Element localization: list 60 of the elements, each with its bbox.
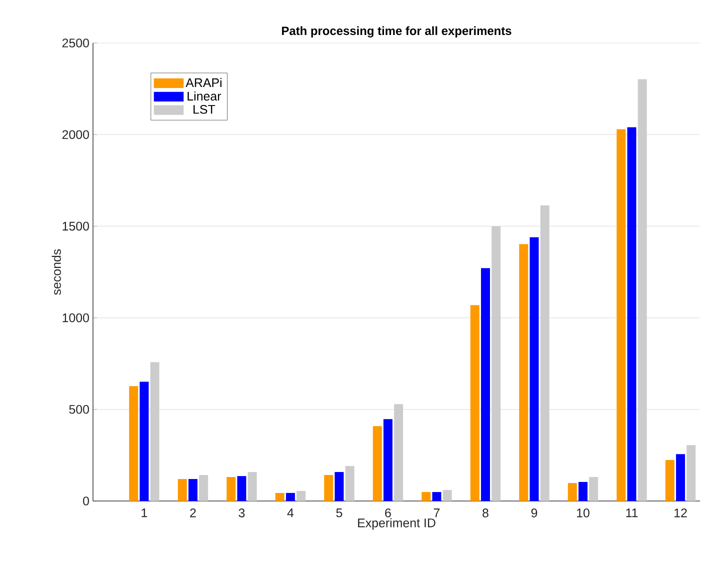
bar bbox=[140, 382, 149, 501]
bar bbox=[432, 492, 442, 501]
bar bbox=[394, 404, 404, 501]
x-tick-label: 11 bbox=[626, 508, 638, 518]
x-tick-label: 4 bbox=[287, 508, 294, 518]
bar bbox=[286, 492, 295, 501]
y-tick-label: 0 bbox=[83, 496, 89, 506]
bar bbox=[568, 483, 577, 501]
x-tick-label: 12 bbox=[674, 508, 687, 518]
x-tick-label: 7 bbox=[434, 508, 440, 518]
legend-label: Linear bbox=[188, 91, 222, 101]
bar bbox=[129, 386, 138, 501]
y-tick-label: 500 bbox=[69, 404, 89, 414]
x-tick-label: 9 bbox=[531, 508, 538, 518]
y-tick-label: 2500 bbox=[62, 38, 89, 48]
bar bbox=[296, 490, 306, 501]
y-tick-label: 2000 bbox=[62, 130, 89, 140]
bar bbox=[578, 482, 588, 501]
x-tick-label: 6 bbox=[385, 508, 391, 518]
bar bbox=[199, 474, 208, 501]
x-tick-label: 8 bbox=[482, 508, 488, 518]
bar bbox=[188, 479, 198, 501]
bar bbox=[442, 490, 452, 501]
bar bbox=[150, 362, 160, 501]
x-tick-label: 5 bbox=[336, 508, 342, 518]
bar bbox=[665, 460, 674, 501]
bar bbox=[627, 127, 636, 501]
x-axis-title: Experiment ID bbox=[358, 518, 436, 530]
y-tick-label: 1000 bbox=[62, 313, 89, 322]
bar bbox=[686, 445, 696, 501]
x-tick-label: 2 bbox=[190, 508, 196, 518]
bar bbox=[372, 426, 382, 501]
y-axis-title: seconds bbox=[52, 249, 61, 295]
bar bbox=[275, 492, 284, 501]
bar bbox=[540, 205, 550, 501]
legend-label: LST bbox=[194, 104, 216, 114]
x-tick-label: 3 bbox=[238, 508, 245, 518]
bar bbox=[492, 226, 501, 501]
bar bbox=[334, 472, 344, 501]
bar bbox=[226, 477, 236, 501]
x-tick-label: 1 bbox=[142, 508, 148, 518]
x-tick-label: 10 bbox=[577, 508, 590, 518]
bar bbox=[470, 305, 480, 501]
bar bbox=[383, 419, 392, 501]
y-tick-label: 1500 bbox=[62, 222, 89, 231]
bar bbox=[345, 466, 354, 501]
bar bbox=[676, 454, 686, 501]
bar bbox=[248, 472, 257, 501]
bar bbox=[638, 79, 647, 501]
bar bbox=[324, 474, 334, 501]
bar bbox=[616, 129, 626, 501]
bar bbox=[519, 244, 528, 501]
bar bbox=[589, 477, 598, 501]
bar bbox=[480, 268, 490, 501]
bar bbox=[530, 237, 539, 501]
chart-title: Path processing time for all experiments bbox=[282, 26, 512, 38]
bar bbox=[178, 479, 187, 501]
bar bbox=[237, 476, 246, 501]
legend-label: ARAPi bbox=[186, 78, 222, 87]
bar bbox=[422, 492, 431, 501]
